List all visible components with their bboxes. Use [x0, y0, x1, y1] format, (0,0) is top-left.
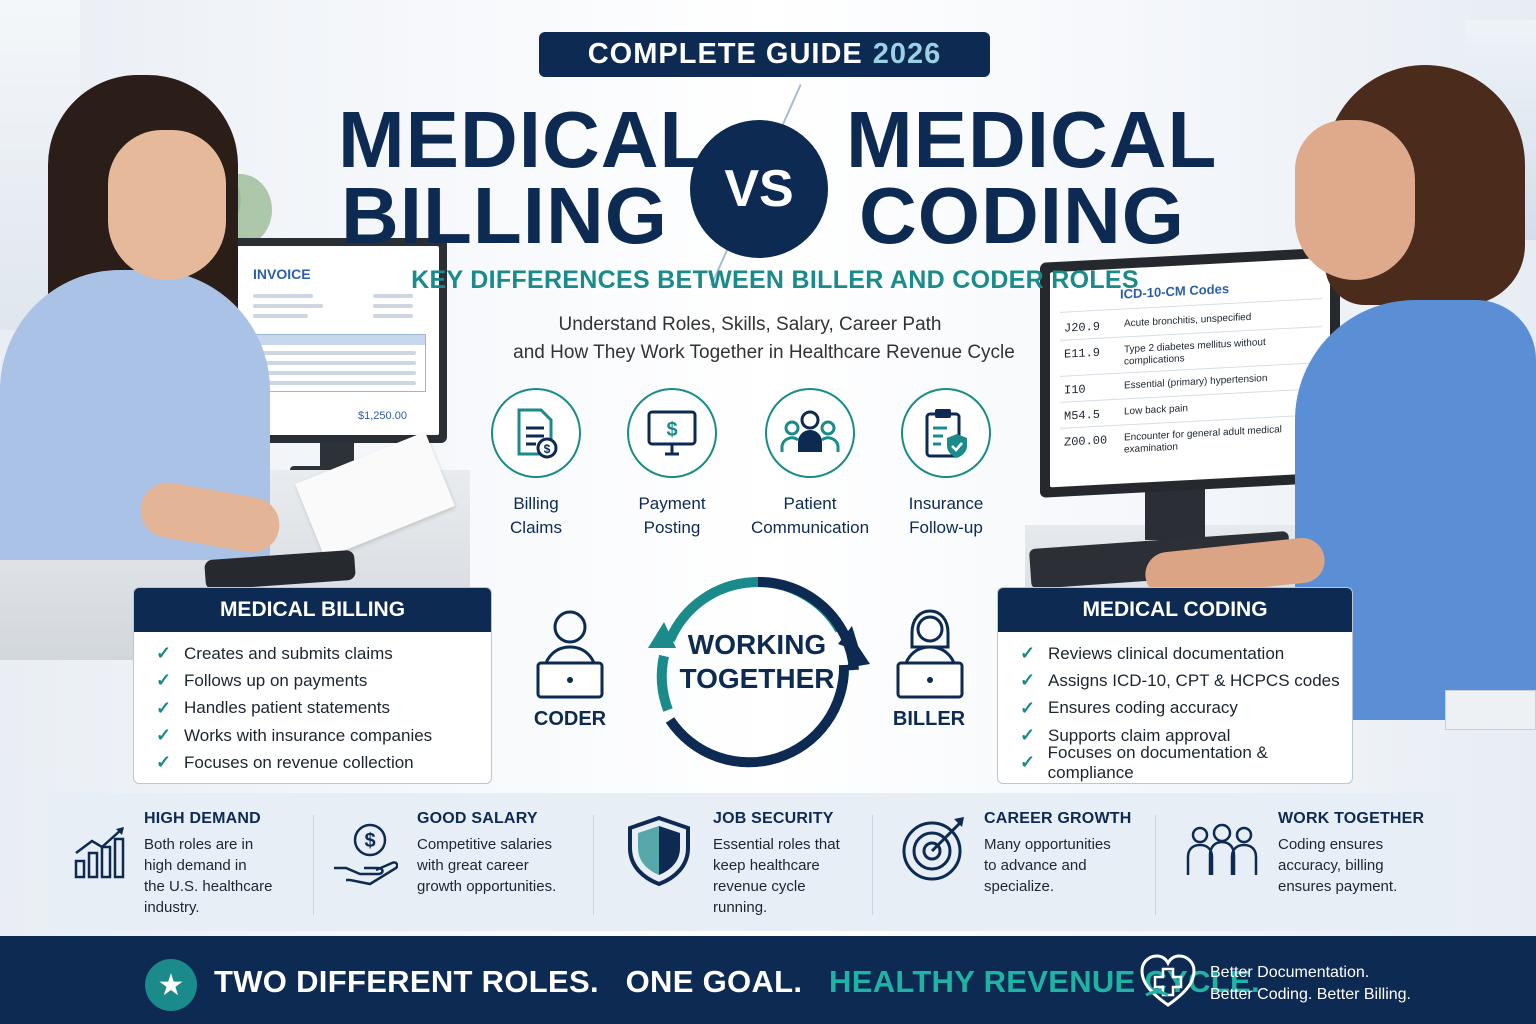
- check-icon: ✓: [1020, 725, 1036, 746]
- description-line2: and How They Work Together in Healthcare…: [513, 342, 1015, 363]
- billing-scene-photo: INVOICE $1,250.00: [0, 0, 470, 660]
- people-group-icon: [780, 410, 840, 452]
- svg-text:$: $: [666, 419, 677, 441]
- check-icon: ✓: [1020, 697, 1036, 718]
- billing-title-line2: BILLING: [341, 171, 668, 260]
- list-item: ✓ Assigns ICD-10, CPT & HCPCS codes: [1020, 670, 1340, 691]
- coder-person-icon: [536, 610, 604, 699]
- check-icon: ✓: [1020, 643, 1036, 664]
- list-item: ✓ Focuses on documentation & compliance: [1020, 742, 1268, 782]
- medical-coding-card: MEDICAL CODING ✓ Reviews clinical documen…: [997, 587, 1353, 784]
- icd-row: J20.9 Acute bronchitis, unspecified: [1064, 311, 1252, 336]
- benefits-strip: [47, 793, 1457, 931]
- subtitle: KEY DIFFERENCES BETWEEN BILLER AND CODER…: [411, 266, 1139, 294]
- list-item: ✓ Works with insurance companies: [156, 725, 433, 746]
- coding-title-line2: CODING: [859, 171, 1185, 260]
- invoice-amount: $1,250.00: [358, 410, 407, 422]
- benefit-job-security: JOB SECURITY Essential roles that keep he…: [713, 810, 840, 916]
- team-icon: [1186, 823, 1258, 875]
- footer-banner: [0, 936, 1536, 1024]
- feature-label: Claims: [510, 518, 562, 537]
- feature-billing-claims: $ Billing Claims: [461, 388, 611, 540]
- svg-text:$: $: [544, 442, 551, 456]
- benefit-work-together: WORK TOGETHER Coding ensures accuracy, bi…: [1278, 810, 1425, 895]
- document-dollar-icon: $: [517, 408, 558, 459]
- feature-payment-posting: $ Payment Posting: [597, 388, 747, 540]
- feature-patient-communication: Patient Communication: [735, 388, 885, 540]
- book: [1445, 690, 1536, 730]
- footer-tagline: Better Documentation. Better Coding. Bet…: [1210, 964, 1411, 1003]
- coding-card-title: MEDICAL CODING: [998, 588, 1352, 632]
- footer-slogan: TWO DIFFERENT ROLES. ONE GOAL. HEALTHY R…: [214, 964, 1260, 999]
- target-icon: [902, 817, 964, 881]
- invoice-title: INVOICE: [253, 266, 311, 282]
- feature-label: Payment: [638, 494, 706, 513]
- check-icon: ✓: [1020, 752, 1036, 773]
- list-item: ✓ Follows up on payments: [156, 670, 368, 691]
- check-icon: ✓: [156, 697, 172, 718]
- feature-label: Billing: [513, 494, 559, 513]
- guide-year: 2026: [872, 38, 942, 70]
- biller-person-icon: [896, 609, 964, 699]
- star-icon: ★: [145, 959, 197, 1011]
- svg-text:$: $: [364, 830, 375, 852]
- icd-row: Z00.00 Encounter for general adult medica…: [1064, 424, 1282, 456]
- benefit-high-demand: HIGH DEMAND Both roles are in high demand…: [144, 810, 273, 916]
- feature-label: Posting: [643, 518, 701, 537]
- monitor-dollar-icon: $: [647, 410, 697, 456]
- check-icon: ✓: [156, 643, 172, 664]
- guide-badge: COMPLETE GUIDE 2026: [539, 32, 990, 77]
- heart-medical-icon: [1140, 954, 1196, 1007]
- benefit-career-growth: CAREER GROWTH Many opportunities to advan…: [984, 810, 1132, 895]
- guide-label: COMPLETE GUIDE: [587, 38, 863, 70]
- list-item: ✓ Handles patient statements: [156, 697, 391, 718]
- biller-label: BILLER: [892, 708, 966, 730]
- list-item: ✓ Focuses on revenue collection: [156, 752, 414, 773]
- coding-title-line1: MEDICAL: [846, 95, 1218, 184]
- hand-dollar-icon: $: [334, 823, 398, 886]
- vs-badge: VS: [690, 120, 828, 258]
- check-icon: ✓: [1020, 670, 1036, 691]
- check-icon: ✓: [156, 670, 172, 691]
- feature-label: Patient: [783, 494, 837, 513]
- list-item: ✓ Reviews clinical documentation: [1020, 643, 1285, 664]
- list-item: ✓ Ensures coding accuracy: [1020, 697, 1238, 718]
- feature-insurance-follow-up: Insurance Follow-up: [871, 388, 1021, 540]
- description-line1: Understand Roles, Skills, Salary, Career…: [558, 314, 942, 335]
- bar-chart-icon: [74, 827, 125, 879]
- billing-card-title: MEDICAL BILLING: [134, 588, 491, 632]
- cycle-arrows-icon: [648, 576, 870, 768]
- billing-title-line1: MEDICAL: [338, 95, 710, 184]
- check-icon: ✓: [156, 752, 172, 773]
- check-icon: ✓: [156, 725, 172, 746]
- benefit-good-salary: GOOD SALARY Competitive salaries with gre…: [417, 810, 557, 895]
- clipboard-shield-icon: [925, 409, 967, 458]
- feature-label: Communication: [750, 518, 870, 537]
- feature-label: Insurance: [908, 494, 984, 513]
- shield-icon: [628, 815, 690, 887]
- working-together-title: WORKING TOGETHER: [679, 629, 835, 694]
- coder-label: CODER: [533, 708, 607, 730]
- feature-label: Follow-up: [909, 518, 983, 537]
- list-item: ✓ Supports claim approval: [1020, 725, 1231, 746]
- list-item: ✓ Creates and submits claims: [156, 643, 393, 664]
- medical-billing-card: MEDICAL BILLING ✓ Creates and submits cla…: [133, 587, 492, 784]
